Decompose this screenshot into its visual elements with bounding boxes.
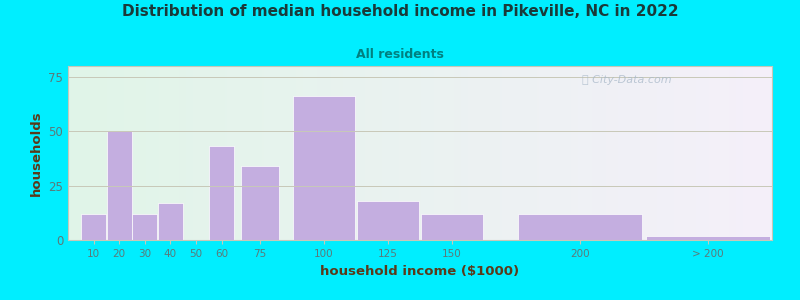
Bar: [158, 203, 183, 240]
Bar: [518, 214, 642, 240]
Text: All residents: All residents: [356, 48, 444, 61]
Bar: [81, 214, 106, 240]
X-axis label: household income ($1000): household income ($1000): [321, 265, 519, 278]
Bar: [646, 236, 770, 240]
Bar: [132, 214, 158, 240]
Bar: [242, 166, 278, 240]
Bar: [421, 214, 483, 240]
Text: ⓘ City-Data.com: ⓘ City-Data.com: [582, 75, 671, 85]
Bar: [357, 201, 419, 240]
Text: Distribution of median household income in Pikeville, NC in 2022: Distribution of median household income …: [122, 4, 678, 20]
Bar: [293, 96, 355, 240]
Bar: [209, 146, 234, 240]
Bar: [106, 131, 132, 240]
Y-axis label: households: households: [30, 110, 42, 196]
